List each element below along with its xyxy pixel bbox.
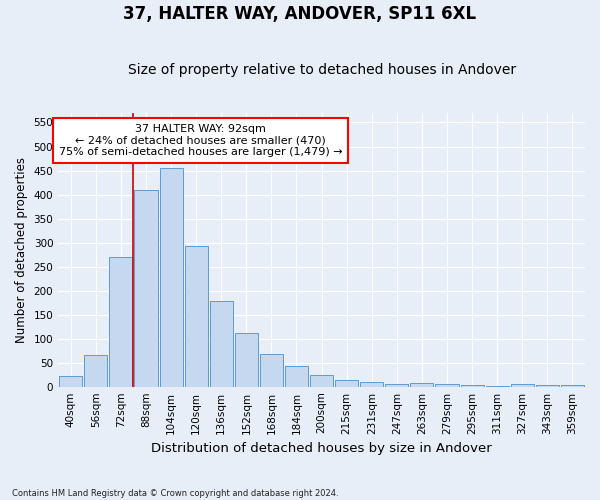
Bar xyxy=(511,384,534,386)
Bar xyxy=(134,190,158,386)
Bar xyxy=(235,333,258,386)
Bar xyxy=(310,374,333,386)
Bar xyxy=(410,384,433,386)
Bar xyxy=(260,354,283,386)
Bar xyxy=(160,168,182,386)
Y-axis label: Number of detached properties: Number of detached properties xyxy=(15,157,28,343)
Bar xyxy=(109,257,133,386)
Bar xyxy=(536,385,559,386)
Bar xyxy=(185,246,208,386)
Bar xyxy=(59,376,82,386)
Bar xyxy=(385,384,409,386)
Bar xyxy=(84,356,107,386)
Bar xyxy=(209,301,233,386)
Text: Contains HM Land Registry data © Crown copyright and database right 2024.: Contains HM Land Registry data © Crown c… xyxy=(12,488,338,498)
Text: 37, HALTER WAY, ANDOVER, SP11 6XL: 37, HALTER WAY, ANDOVER, SP11 6XL xyxy=(124,5,476,23)
Bar xyxy=(436,384,458,386)
Text: 37 HALTER WAY: 92sqm
← 24% of detached houses are smaller (470)
75% of semi-deta: 37 HALTER WAY: 92sqm ← 24% of detached h… xyxy=(59,124,342,157)
Bar xyxy=(335,380,358,386)
X-axis label: Distribution of detached houses by size in Andover: Distribution of detached houses by size … xyxy=(151,442,492,455)
Bar xyxy=(461,385,484,386)
Bar xyxy=(285,366,308,386)
Bar xyxy=(360,382,383,386)
Bar xyxy=(561,385,584,386)
Title: Size of property relative to detached houses in Andover: Size of property relative to detached ho… xyxy=(128,63,515,77)
